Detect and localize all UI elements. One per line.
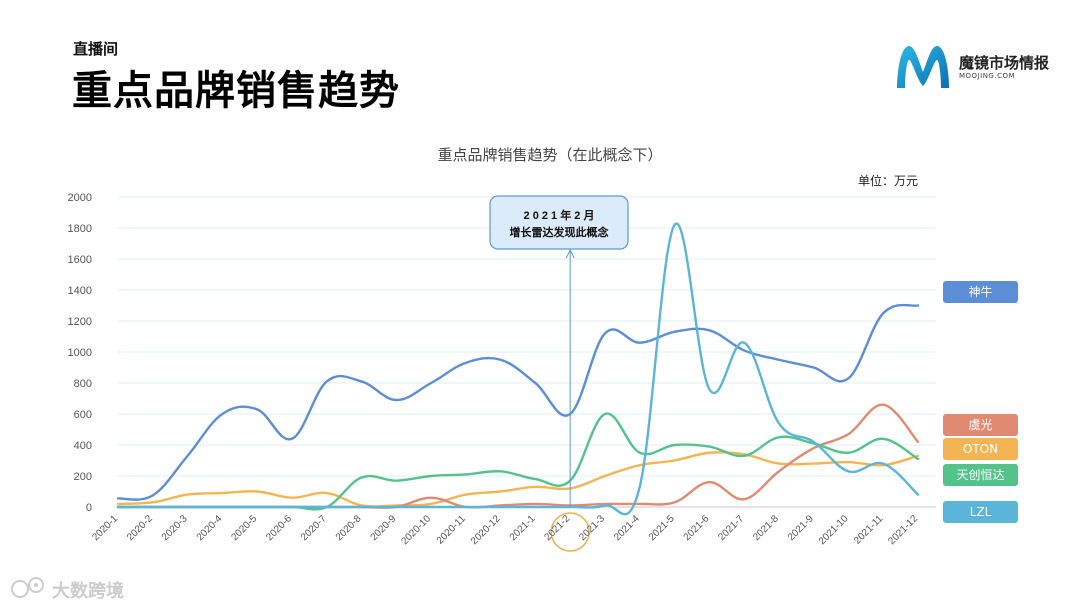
series-line-神牛 — [116, 303, 920, 501]
y-tick-label: 1800 — [68, 223, 92, 235]
x-tick-label: 2020-6 — [264, 513, 294, 543]
legend-item-LZL[interactable]: LZL — [943, 501, 1018, 523]
x-tick-label: 2020-9 — [369, 513, 399, 543]
watermark-logo-icon — [11, 577, 44, 598]
x-tick-label: 2020-10 — [399, 513, 433, 547]
x-tick-label: 2021-11 — [852, 513, 886, 547]
chart-unit: 单位：万元 — [858, 173, 918, 188]
y-tick-label: 1600 — [68, 254, 92, 266]
logo-subtitle: MOOJING.COM — [959, 72, 1016, 80]
x-tick-label: 2021-10 — [817, 513, 851, 547]
x-tick-label: 2021-8 — [751, 513, 781, 543]
chart-title: 重点品牌销售趋势（在此概念下） — [437, 146, 662, 164]
annotation-box — [489, 195, 629, 250]
legend-item-虞光[interactable]: 虞光 — [943, 414, 1018, 436]
annotation-arrow-icon — [565, 248, 575, 259]
annotation-line2: 增长雷达发现此概念 — [510, 225, 610, 239]
x-tick-label: 2021-5 — [647, 513, 677, 543]
moojing-logo-icon — [897, 46, 949, 88]
legend-item-OTON[interactable]: OTON — [943, 438, 1018, 460]
y-tick-label: 600 — [74, 409, 92, 421]
x-tick-label: 2020-11 — [435, 513, 469, 547]
series-line-OTON — [116, 451, 920, 508]
series-line-LZL — [116, 222, 920, 516]
watermark-text: 大数跨境 — [52, 581, 124, 602]
x-tick-label: 2020-7 — [299, 513, 329, 543]
y-tick-label: 1400 — [68, 285, 92, 297]
series-line-天创恒达 — [116, 412, 920, 511]
logo-name: 魔镜市场情报 — [959, 54, 1050, 72]
x-tick-label: 2020-1 — [90, 513, 120, 543]
y-tick-label: 800 — [74, 378, 92, 390]
x-tick-label: 2021-4 — [612, 513, 642, 543]
y-tick-label: 2000 — [68, 192, 92, 204]
legend-item-天创恒达[interactable]: 天创恒达 — [943, 464, 1018, 486]
x-tick-label: 2020-8 — [334, 513, 364, 543]
x-tick-label: 2020-5 — [229, 513, 259, 543]
y-tick-label: 400 — [74, 440, 92, 452]
y-tick-label: 200 — [74, 471, 92, 483]
x-tick-label: 2020-2 — [125, 513, 155, 543]
x-tick-label: 2021-1 — [508, 513, 538, 543]
x-tick-label: 2021-9 — [786, 513, 816, 543]
y-tick-label: 1200 — [68, 316, 92, 328]
x-tick-label: 2021-7 — [716, 513, 746, 543]
x-tick-label: 2021-12 — [886, 513, 920, 547]
annotation-line1: 2 0 2 1 年 2 月 — [524, 208, 595, 222]
x-tick-label: 2020-12 — [469, 513, 503, 547]
y-tick-label: 0 — [86, 502, 92, 514]
page-title: 重点品牌销售趋势 — [72, 68, 400, 114]
x-tick-label: 2020-3 — [160, 513, 190, 543]
x-tick-label: 2020-4 — [195, 513, 225, 543]
x-tick-label: 2021-6 — [682, 513, 712, 543]
highlight-circle — [550, 512, 590, 552]
legend-item-神牛[interactable]: 神牛 — [943, 281, 1018, 303]
watermark: 大数跨境 — [10, 575, 124, 602]
section-kicker: 直播间 — [73, 40, 119, 58]
brand-logo: 魔镜市场情报 MOOJING.COM — [893, 40, 1063, 92]
y-tick-label: 1000 — [68, 347, 92, 359]
